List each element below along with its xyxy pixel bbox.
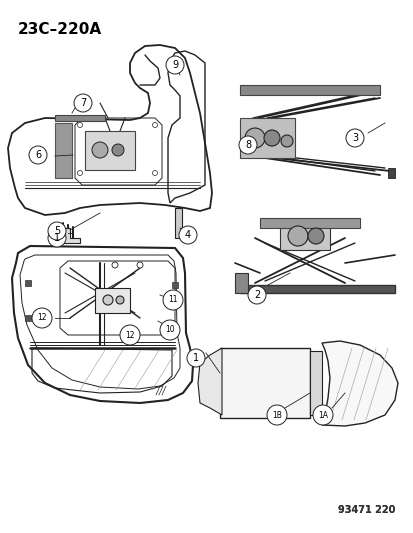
Circle shape [163, 290, 183, 310]
Polygon shape [240, 285, 394, 293]
Circle shape [159, 320, 180, 340]
Circle shape [32, 308, 52, 328]
Circle shape [266, 405, 286, 425]
Polygon shape [55, 123, 72, 178]
Circle shape [112, 262, 118, 268]
Circle shape [74, 94, 92, 112]
Circle shape [178, 226, 197, 244]
Circle shape [187, 349, 204, 367]
Text: 7: 7 [80, 98, 86, 108]
Text: 12: 12 [125, 330, 134, 340]
Text: 8: 8 [244, 140, 250, 150]
Circle shape [307, 228, 323, 244]
Text: 12: 12 [37, 313, 47, 322]
Circle shape [166, 56, 183, 74]
Polygon shape [55, 228, 80, 243]
Circle shape [152, 171, 157, 175]
Circle shape [244, 128, 264, 148]
Polygon shape [259, 218, 359, 228]
Circle shape [48, 222, 66, 240]
Polygon shape [240, 85, 379, 95]
Text: 10: 10 [165, 326, 174, 335]
Polygon shape [309, 351, 321, 415]
Polygon shape [85, 131, 135, 170]
Polygon shape [175, 208, 182, 238]
Polygon shape [240, 118, 294, 158]
Polygon shape [25, 315, 31, 321]
Text: 23C–220A: 23C–220A [18, 22, 102, 37]
Text: 6: 6 [35, 150, 41, 160]
Text: 1A: 1A [317, 410, 327, 419]
Circle shape [263, 130, 279, 146]
Circle shape [77, 171, 82, 175]
Circle shape [247, 286, 266, 304]
Text: 4: 4 [185, 230, 191, 240]
Polygon shape [171, 282, 178, 288]
Circle shape [312, 405, 332, 425]
Text: 1B: 1B [271, 410, 281, 419]
Polygon shape [55, 115, 105, 121]
Polygon shape [235, 273, 247, 293]
Polygon shape [279, 223, 329, 250]
Circle shape [77, 123, 82, 127]
Circle shape [238, 136, 256, 154]
Circle shape [120, 325, 140, 345]
Circle shape [48, 229, 66, 247]
Polygon shape [95, 288, 130, 313]
Circle shape [280, 135, 292, 147]
Polygon shape [25, 280, 31, 286]
Text: 9: 9 [171, 60, 178, 70]
Text: 11: 11 [168, 295, 177, 304]
Polygon shape [321, 341, 397, 426]
Polygon shape [197, 348, 221, 415]
Text: 93471 220: 93471 220 [337, 505, 394, 515]
Circle shape [29, 146, 47, 164]
Circle shape [116, 296, 124, 304]
Polygon shape [387, 168, 394, 178]
Text: 1: 1 [192, 353, 199, 363]
Text: 1: 1 [54, 233, 60, 243]
Text: 5: 5 [54, 226, 60, 236]
Circle shape [345, 129, 363, 147]
Circle shape [137, 262, 142, 268]
Circle shape [112, 144, 124, 156]
Text: 2: 2 [253, 290, 259, 300]
Circle shape [92, 142, 108, 158]
Text: 93471 220: 93471 220 [337, 505, 394, 515]
Circle shape [287, 226, 307, 246]
Text: 3: 3 [351, 133, 357, 143]
Polygon shape [219, 348, 309, 418]
Circle shape [103, 295, 113, 305]
Circle shape [152, 123, 157, 127]
